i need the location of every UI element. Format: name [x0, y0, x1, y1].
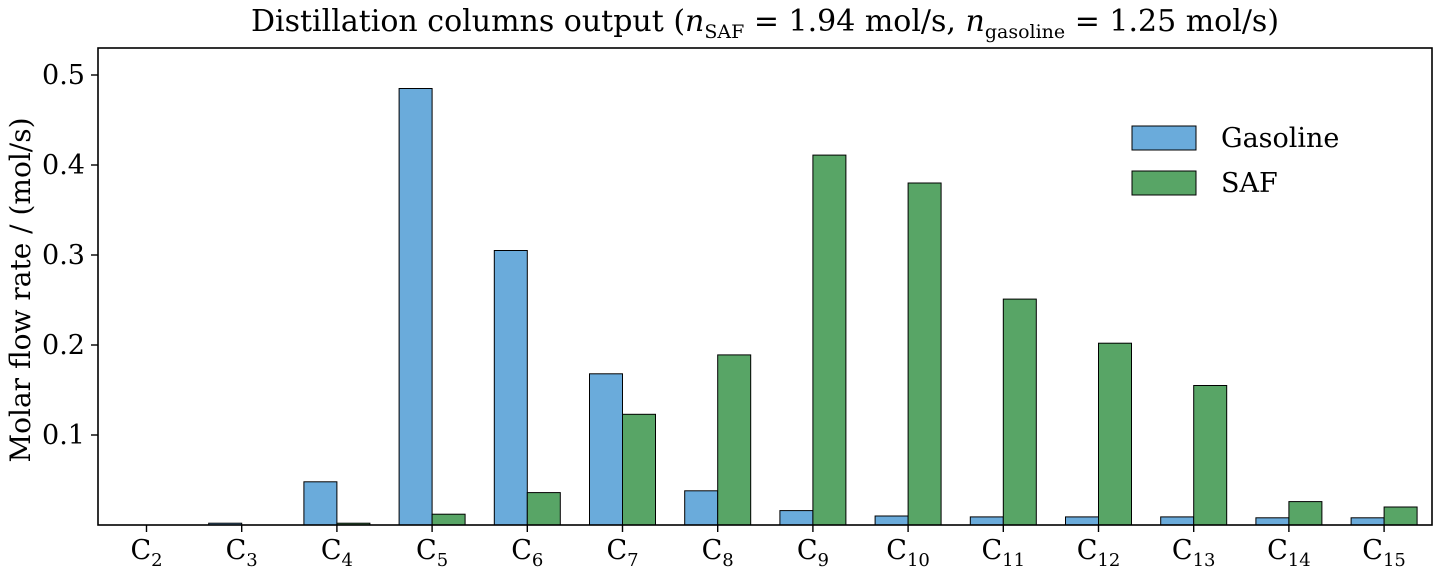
bar-gasoline-C4 [303, 481, 338, 526]
title-n-gasoline: n [966, 4, 985, 39]
bar-saf-C6 [526, 492, 561, 526]
legend: Gasoline SAF [1131, 123, 1339, 199]
bar-gasoline-C6 [493, 250, 528, 526]
bar-saf-C15 [1383, 506, 1418, 526]
bar-gasoline-C12 [1065, 516, 1099, 526]
x-tick-label: C7 [606, 535, 638, 571]
title-prefix: Distillation columns output ( [251, 4, 685, 39]
x-tick-label: C13 [1172, 535, 1216, 571]
title-n-saf: n [685, 4, 704, 39]
bar-gasoline-C9 [779, 510, 814, 526]
legend-label-gasoline: Gasoline [1221, 123, 1339, 154]
y-tick-label: 0.5 [42, 60, 85, 91]
y-tick-label: 0.2 [42, 330, 85, 361]
bar-gasoline-C10 [874, 515, 909, 526]
x-tick-label: C4 [321, 535, 353, 571]
bar-gasoline-C14 [1255, 517, 1290, 526]
chart-title: Distillation columns output (nSAF = 1.94… [251, 4, 1279, 43]
bar-saf-C5 [431, 513, 466, 526]
bar-gasoline-C15 [1350, 517, 1385, 526]
title-eq-saf: = 1.94 mol/s, [744, 4, 965, 39]
bar-saf-C13 [1193, 385, 1228, 526]
bar-gasoline-C13 [1160, 516, 1195, 526]
y-tick-label: 0.3 [42, 240, 85, 271]
x-tick-label: C15 [1362, 535, 1406, 571]
x-tick-label: C5 [416, 535, 448, 571]
bar-gasoline-C5 [398, 88, 433, 526]
plot-frame [97, 47, 1433, 526]
x-ticks-layer: C2 C3 C4 C5 C6 C7 C8 C9 C10 C11 C12 C13 C14 C15 [130, 525, 1406, 571]
x-tick-label: C3 [226, 535, 258, 571]
bar-saf-C14 [1288, 501, 1323, 526]
legend-label-saf: SAF [1221, 168, 1278, 199]
legend-swatch-gasoline [1131, 125, 1197, 151]
x-tick-label: C2 [130, 535, 162, 571]
y-tick-label: 0.1 [42, 420, 85, 451]
title-eq-gasoline: = 1.25 mol/s) [1065, 4, 1279, 39]
bar-gasoline-C11 [969, 516, 1004, 526]
bar-saf-C8 [717, 354, 752, 526]
x-tick-label: C10 [886, 535, 930, 571]
x-tick-label: C6 [511, 535, 543, 571]
title-n-gasoline-sub: gasoline [985, 21, 1065, 43]
bar-gasoline-C8 [684, 490, 719, 526]
y-ticks-layer: 0.1 0.2 0.3 0.4 0.5 [42, 60, 98, 451]
bar-saf-C9 [812, 154, 847, 526]
x-tick-label: C12 [1077, 535, 1121, 571]
legend-swatch-saf [1131, 170, 1197, 196]
x-tick-label: C14 [1267, 535, 1311, 571]
x-tick-label: C8 [702, 535, 734, 571]
y-axis-label: Molar flow rate / (mol/s) [4, 117, 37, 462]
bars-layer [208, 88, 1418, 526]
bar-saf-C11 [1002, 298, 1037, 526]
title-n-saf-sub: SAF [704, 21, 744, 43]
y-tick-label: 0.4 [42, 150, 85, 181]
bar-saf-C10 [907, 182, 942, 526]
x-tick-label: C11 [982, 535, 1026, 571]
bar-saf-C7 [622, 413, 656, 526]
x-tick-label: C9 [797, 535, 829, 571]
bar-gasoline-C7 [589, 373, 623, 526]
bar-saf-C12 [1098, 342, 1132, 526]
